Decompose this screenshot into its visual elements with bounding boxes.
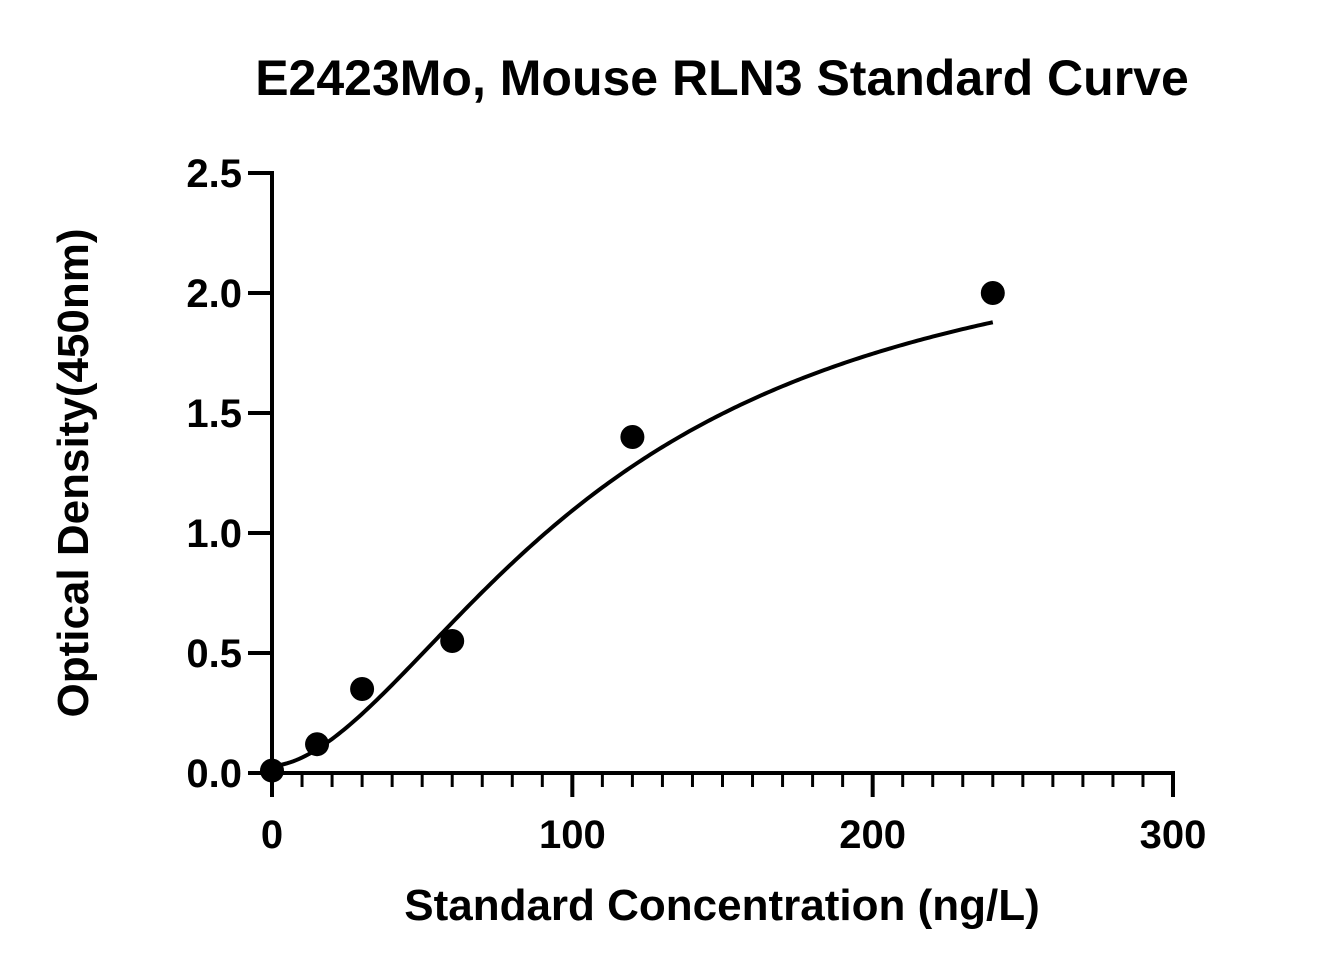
fit-curve — [271, 320, 994, 768]
data-point — [440, 629, 465, 653]
y-tick-label: 0.0 — [186, 752, 242, 796]
data-point — [980, 281, 1005, 305]
y-tick-label: 2.5 — [186, 152, 242, 196]
data-point — [350, 677, 375, 701]
chart-title: E2423Mo, Mouse RLN3 Standard Curve — [255, 50, 1189, 106]
x-tick-label: 200 — [839, 813, 906, 857]
plot-area: 0 100 200 300 0.0 0.5 1.0 1.5 2.0 2.5 — [186, 152, 1206, 857]
data-point — [620, 425, 645, 449]
y-axis-label: Optical Density(450nm) — [49, 228, 98, 717]
y-tick-label: 1.0 — [186, 512, 242, 556]
y-tick-label: 0.5 — [186, 632, 242, 676]
x-axis-label: Standard Concentration (ng/L) — [404, 881, 1040, 930]
x-tick-label: 0 — [261, 813, 283, 857]
x-tick-label: 100 — [539, 813, 606, 857]
data-point — [305, 732, 330, 757]
x-tick-label: 300 — [1140, 813, 1207, 857]
data-point — [260, 758, 284, 783]
y-tick-label: 1.5 — [186, 392, 242, 436]
y-tick-label: 2.0 — [186, 272, 242, 316]
